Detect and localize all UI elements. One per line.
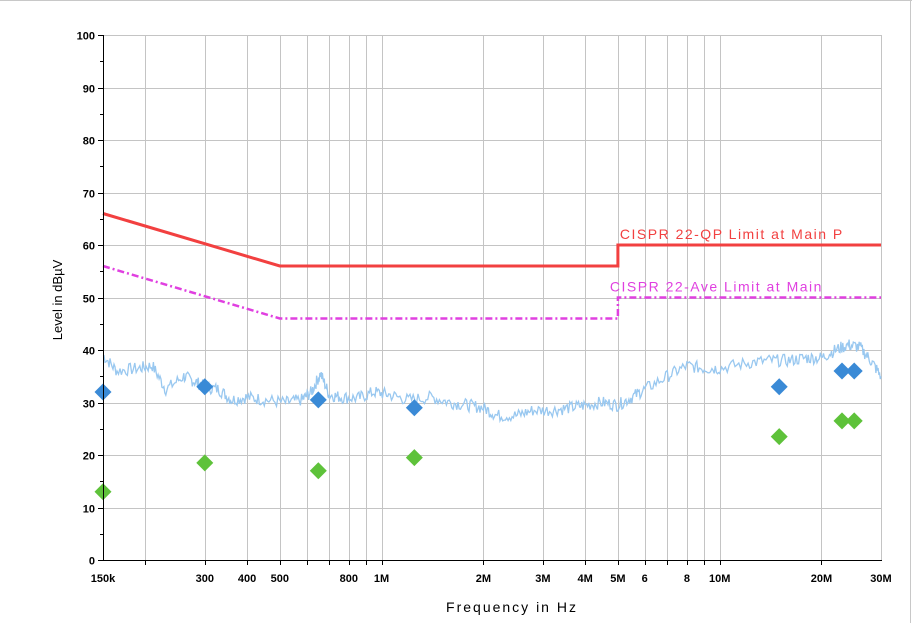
y-tick-label: 100 <box>77 31 95 43</box>
qp-marker <box>405 399 423 417</box>
x-tick-label: 800 <box>340 573 358 585</box>
labels: 0 10 20 30 40 50 60 70 80 90 100 150k 300 400 500 800 1M… <box>77 31 892 586</box>
y-tick-label: 50 <box>83 294 95 306</box>
avg-marker <box>196 454 214 472</box>
avg-limit-label: CISPR 22-Ave Limit at Main <box>610 279 823 295</box>
markers <box>94 362 863 501</box>
qp-limit-line <box>102 212 881 268</box>
x-tick-label: 400 <box>238 573 256 585</box>
y-tick-label: 30 <box>83 399 95 411</box>
x-tick-label: 2M <box>476 573 491 585</box>
avg-marker <box>309 462 327 480</box>
avg-marker <box>845 412 863 430</box>
x-tick-label: 8 <box>684 573 690 585</box>
x-tick-label: 500 <box>271 573 289 585</box>
measurement-trace-line <box>102 339 882 424</box>
x-tick-label: 10M <box>709 573 730 585</box>
y-axis-label: Level in dBµV <box>50 259 65 340</box>
qp-limit-label: CISPR 22-QP Limit at Main P <box>620 226 844 242</box>
x-tick-label: 1M <box>374 573 389 585</box>
qp-marker <box>309 391 327 409</box>
y-tick-label: 10 <box>83 504 95 516</box>
x-tick-label: 300 <box>196 573 214 585</box>
qp-marker <box>833 362 851 380</box>
measurement-trace <box>102 339 882 424</box>
y-tick-label: 90 <box>83 84 95 96</box>
x-tick-label: 30M <box>870 573 891 585</box>
avg-marker <box>770 428 788 446</box>
x-tick-label: 150k <box>91 573 116 585</box>
avg-marker <box>405 449 423 467</box>
x-tick-label: 6 <box>642 573 648 585</box>
axes <box>98 35 882 565</box>
y-tick-label: 0 <box>89 556 95 568</box>
limit-lines <box>102 212 881 320</box>
y-tick-label: 70 <box>83 189 95 201</box>
qp-marker <box>845 362 863 380</box>
x-tick-label: 3M <box>535 573 550 585</box>
x-tick-label: 4M <box>577 573 592 585</box>
x-tick-label: 5M <box>610 573 625 585</box>
qp-marker <box>196 378 214 396</box>
y-tick-label: 40 <box>83 346 95 358</box>
y-tick-label: 20 <box>83 451 95 463</box>
x-tick-label: 20M <box>811 573 832 585</box>
avg-marker <box>833 412 851 430</box>
x-axis-label: Frequency in Hz <box>446 599 578 615</box>
qp-marker <box>770 378 788 396</box>
avg-limit-line <box>102 264 881 320</box>
y-tick-label: 60 <box>83 241 95 253</box>
y-tick-label: 80 <box>83 136 95 148</box>
grid <box>103 35 882 561</box>
